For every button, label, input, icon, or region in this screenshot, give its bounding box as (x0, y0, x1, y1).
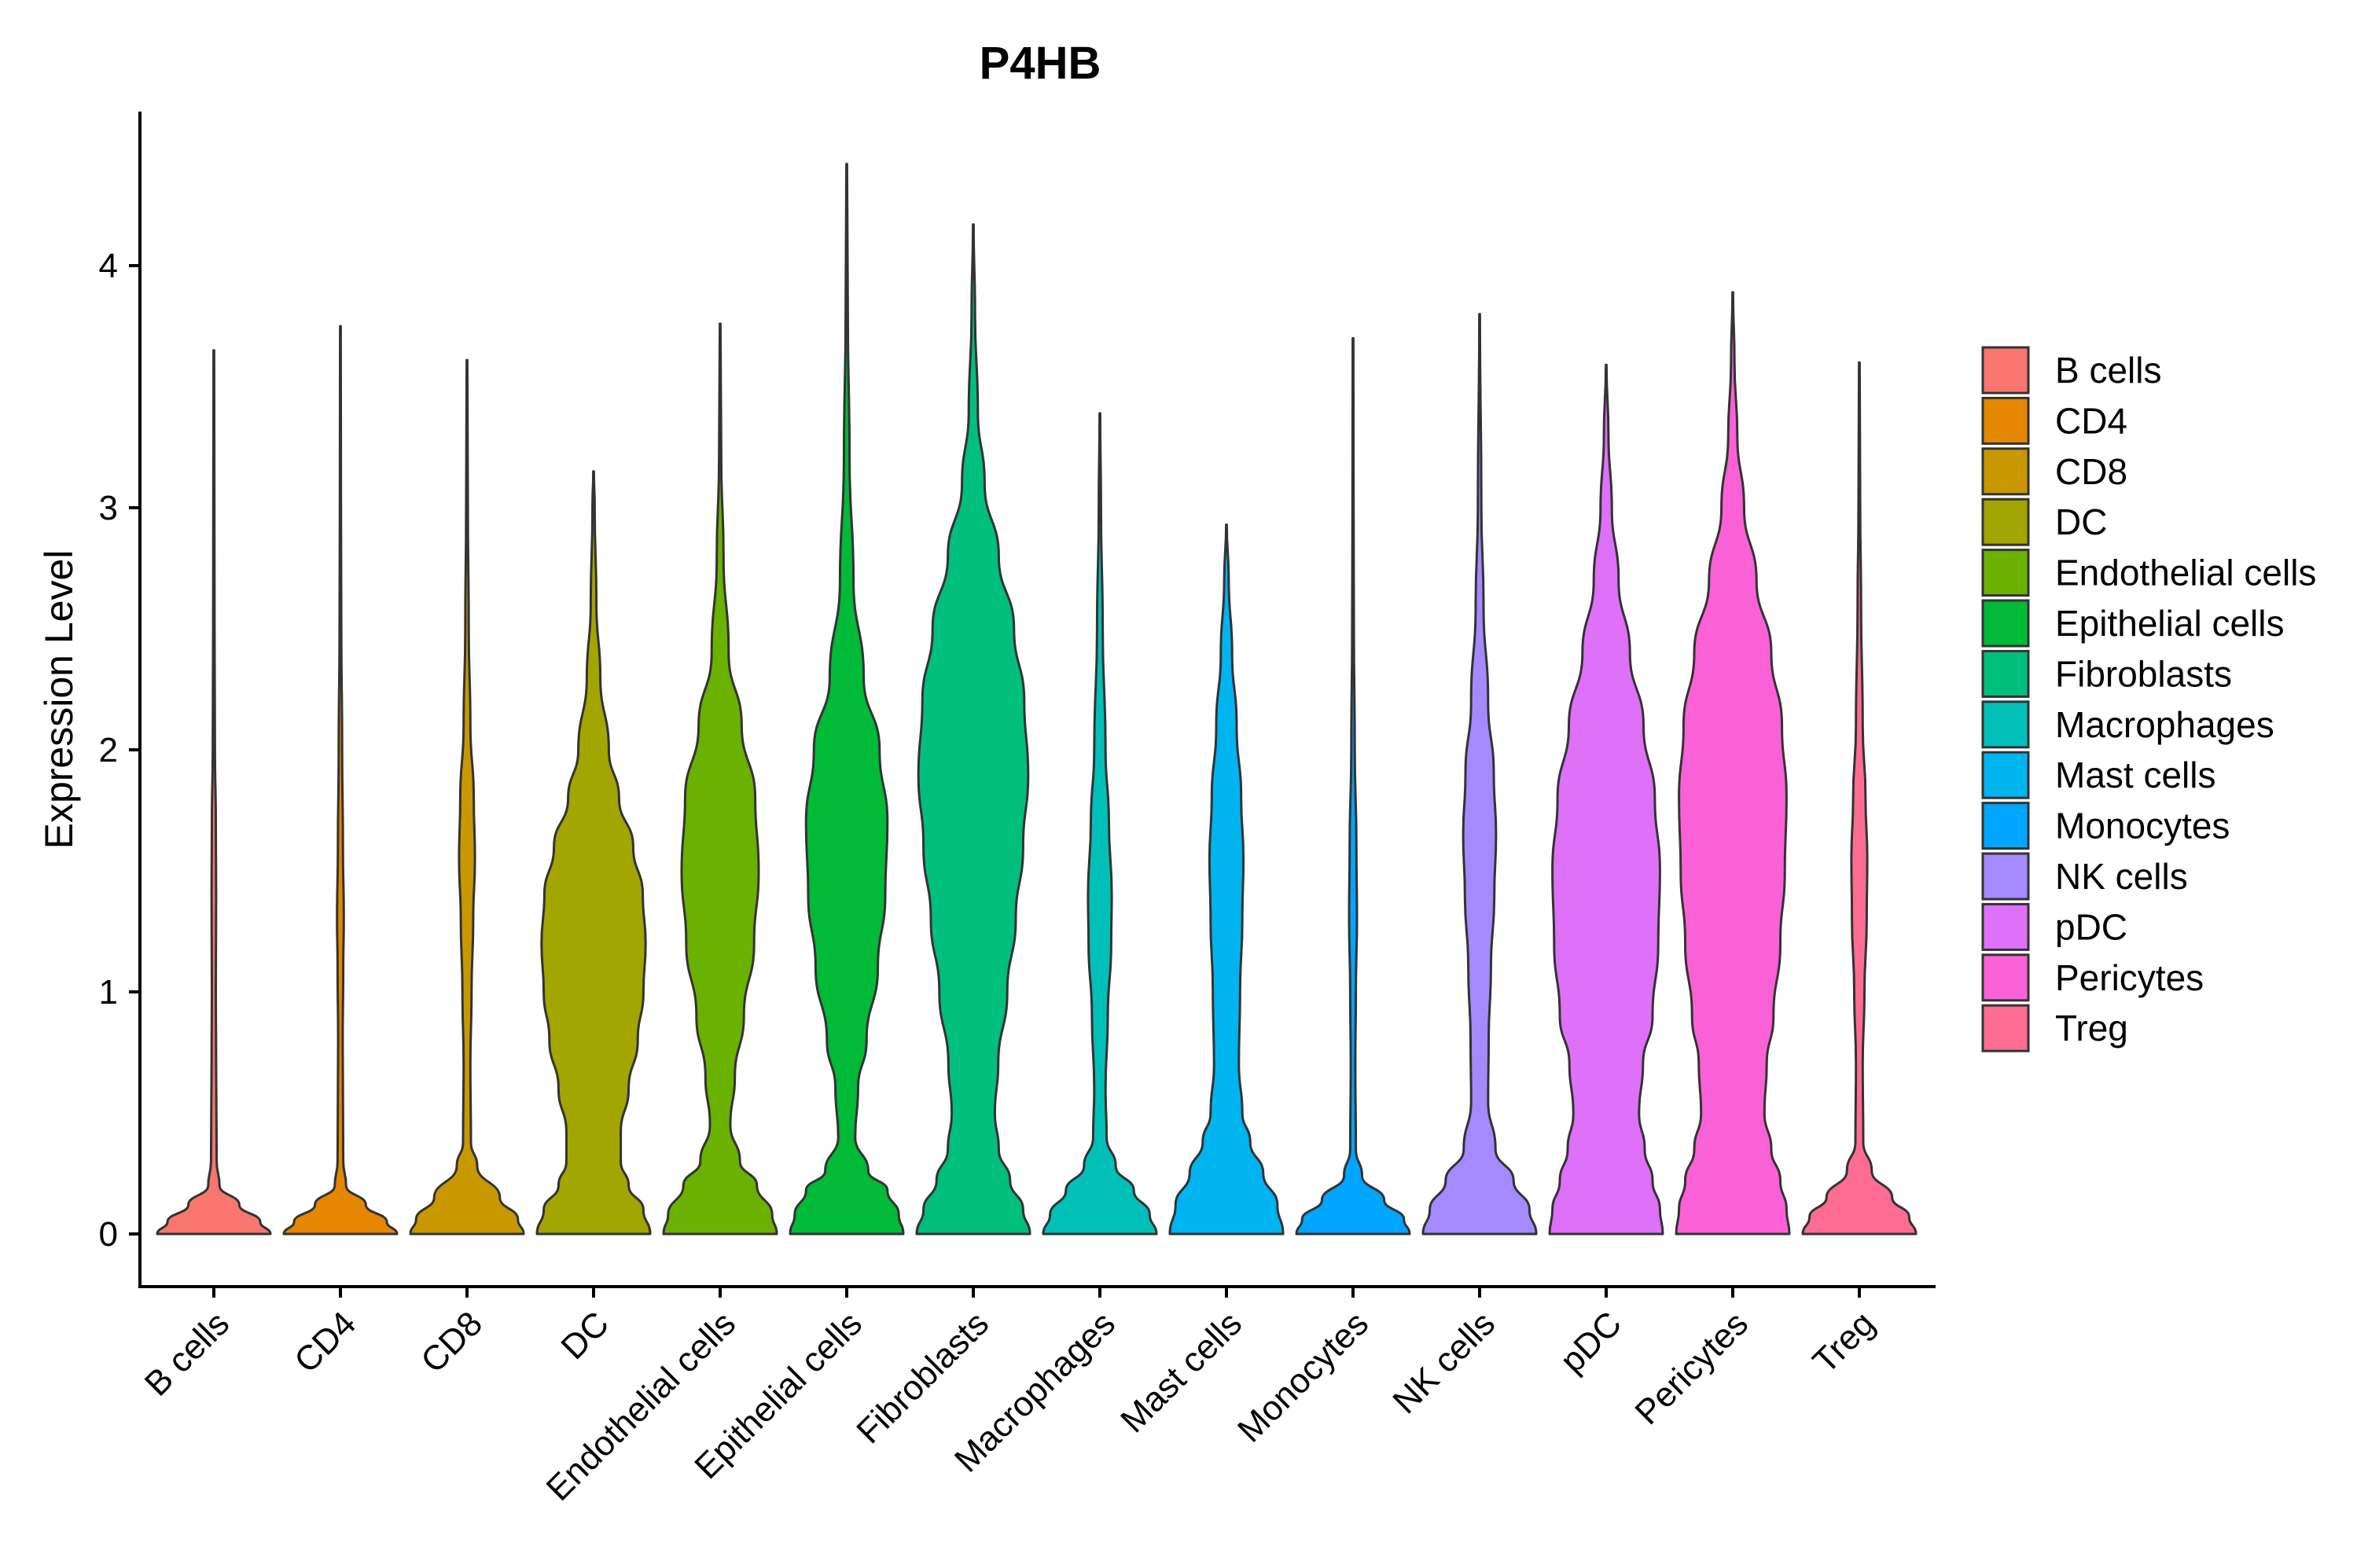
legend-label: Fibroblasts (2055, 653, 2232, 694)
violin-treg (1801, 361, 1918, 1236)
violin-layer (156, 163, 1918, 1236)
legend-key (1981, 953, 2030, 1002)
legend-key (1981, 902, 2030, 951)
legend-label: Macrophages (2055, 704, 2274, 745)
legend-key (1981, 447, 2030, 496)
y-tick-label: 0 (99, 1215, 118, 1254)
y-tick-label: 2 (99, 731, 118, 769)
legend-key (1981, 396, 2030, 445)
violin-monocytes (1295, 336, 1411, 1236)
y-tick-label: 4 (99, 247, 118, 285)
legend-label: B cells (2055, 350, 2161, 391)
legend-label: Pericytes (2055, 957, 2204, 998)
legend-key (1981, 700, 2030, 749)
violin-b-cells (156, 349, 272, 1236)
violin-dc (535, 470, 652, 1236)
legend-key (1981, 751, 2030, 799)
y-axis-label: Expression Level (37, 550, 81, 850)
violin-cd4 (282, 325, 399, 1236)
legend-label: Monocytes (2055, 806, 2230, 846)
legend-key (1981, 599, 2030, 648)
legend-label: CD4 (2055, 400, 2127, 441)
violin-pdc (1548, 363, 1664, 1236)
legend-key (1981, 1004, 2030, 1052)
violin-macrophages (1042, 412, 1158, 1236)
legend-key (1981, 852, 2030, 901)
legend-label: DC (2055, 501, 2107, 542)
y-tick-label: 1 (99, 973, 118, 1012)
legend: B cells CD4 CD8 DC Endothelial cells Epitheli… (1981, 346, 2316, 1052)
legend-key (1981, 498, 2030, 546)
y-tick-label: 3 (99, 489, 118, 527)
violin-endothelial-cells (662, 322, 778, 1236)
violin-nk-cells (1421, 313, 1538, 1236)
legend-label: Endothelial cells (2055, 553, 2316, 593)
legend-key (1981, 346, 2030, 395)
legend-key (1981, 549, 2030, 597)
chart-title: P4HB (980, 38, 1101, 89)
legend-key (1981, 649, 2030, 698)
legend-label: NK cells (2055, 856, 2188, 897)
violin-mast-cells (1168, 523, 1285, 1236)
legend-label: CD8 (2055, 451, 2127, 492)
legend-key (1981, 802, 2030, 850)
violin-epithelial-cells (789, 163, 905, 1236)
violin-fibroblasts (915, 223, 1031, 1236)
violin-pericytes (1675, 291, 1791, 1236)
violin-cd8 (409, 358, 525, 1236)
legend-label: Mast cells (2055, 755, 2215, 795)
legend-label: pDC (2055, 906, 2127, 947)
legend-label: Treg (2055, 1008, 2128, 1048)
legend-label: Epithelial cells (2055, 603, 2284, 644)
